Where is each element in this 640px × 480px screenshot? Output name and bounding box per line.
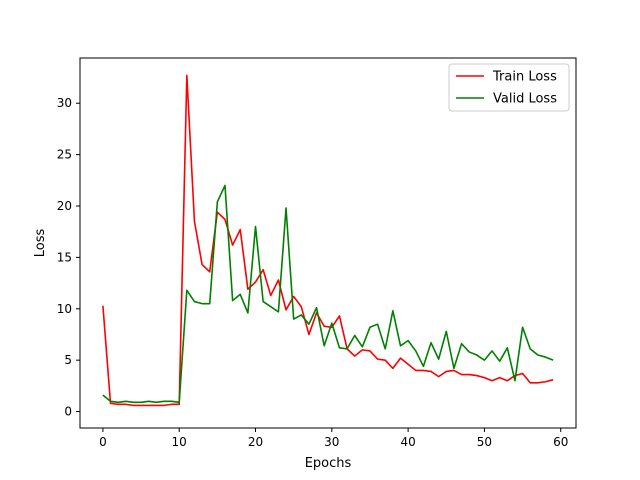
x-tick-label: 20 (248, 435, 263, 449)
y-tick-label: 10 (57, 302, 72, 316)
axes-layer: 0 10 20 30 40 50 60 0 5 10 15 20 25 30 (57, 96, 569, 449)
x-axis-label: Epochs (305, 456, 352, 471)
x-tick-label: 10 (172, 435, 187, 449)
legend: Train Loss Valid Loss (448, 63, 570, 112)
legend-label-valid-loss: Valid Loss (493, 92, 557, 107)
y-tick-label: 0 (64, 405, 72, 419)
x-tick-label: 60 (553, 435, 568, 449)
series-line-valid-loss (102, 184, 554, 404)
legend-label-train-loss: Train Loss (492, 70, 557, 85)
y-axis-label: Loss (33, 229, 48, 258)
y-tick-label: 30 (57, 96, 72, 110)
y-tick-label: 25 (57, 148, 72, 162)
y-tick-label: 5 (64, 353, 72, 367)
x-tick-label: 0 (99, 435, 107, 449)
x-tick-label: 50 (477, 435, 492, 449)
y-tick-label: 15 (57, 250, 72, 264)
x-tick-label: 40 (400, 435, 415, 449)
series-line-train-loss (102, 74, 554, 407)
series-layer (102, 74, 554, 407)
x-tick-label: 30 (324, 435, 339, 449)
y-tick-label: 20 (57, 199, 72, 213)
plot-area (80, 58, 576, 428)
plot-frame (79, 57, 577, 429)
